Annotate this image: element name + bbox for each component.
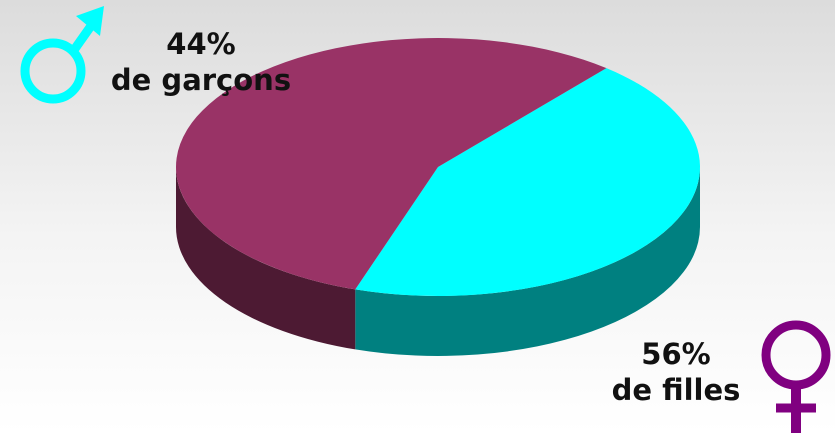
- label-girls-pct: 56%: [641, 337, 711, 371]
- pie-side-girls: [176, 167, 356, 350]
- male-symbol-icon: [20, 6, 104, 104]
- label-boys: 44% de garçons: [96, 26, 306, 98]
- label-boys-pct: 44%: [166, 27, 236, 61]
- pie-slice-boys: [355, 68, 700, 296]
- label-boys-desc: de garçons: [110, 63, 292, 97]
- male-symbol-ring: [20, 38, 86, 104]
- pie-slice-girls: [176, 37, 607, 290]
- female-symbol-icon: [761, 320, 831, 433]
- female-symbol-ring: [761, 320, 831, 390]
- label-girls: 56% de filles: [588, 336, 764, 408]
- label-girls-desc: de filles: [611, 373, 741, 407]
- pie-side-boys: [355, 167, 700, 356]
- male-symbol-arrowhead: [76, 6, 104, 36]
